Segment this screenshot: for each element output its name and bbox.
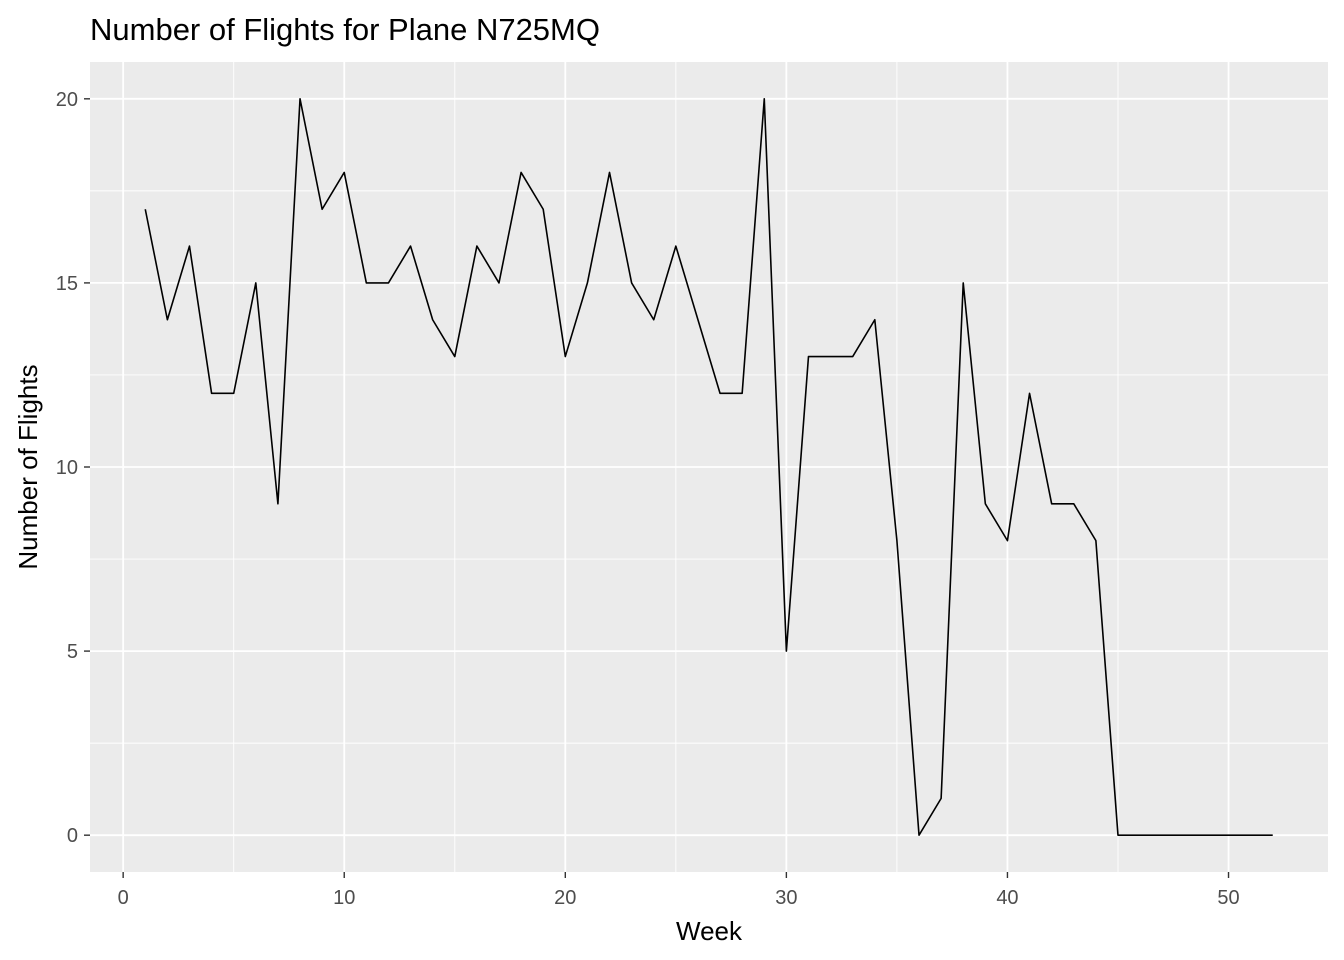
chart-title: Number of Flights for Plane N725MQ <box>90 12 600 47</box>
y-axis: 0 5 10 15 20 <box>56 89 90 847</box>
x-axis: 0 10 20 30 40 50 <box>118 872 1240 909</box>
y-tick-label: 10 <box>56 457 78 479</box>
x-tick-label: 30 <box>775 887 797 909</box>
x-axis-title: Week <box>676 916 743 946</box>
x-tick-label: 10 <box>333 887 355 909</box>
y-tick-label: 15 <box>56 273 78 295</box>
y-tick-label: 20 <box>56 89 78 111</box>
x-tick-label: 50 <box>1217 887 1239 909</box>
x-tick-label: 20 <box>554 887 576 909</box>
y-axis-title: Number of Flights <box>13 364 43 569</box>
x-tick-label: 40 <box>996 887 1018 909</box>
major-gridlines <box>90 62 1328 872</box>
series-line <box>144 98 1273 836</box>
y-tick-label: 0 <box>67 825 78 847</box>
y-tick-label: 5 <box>67 641 78 663</box>
x-tick-label: 0 <box>118 887 129 909</box>
